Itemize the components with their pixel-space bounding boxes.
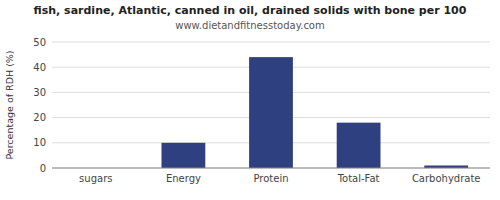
y-tick-label: 30 [33,87,46,98]
y-axis-label: Percentage of RDH (%) [4,50,15,159]
x-tick-label: sugars [79,173,112,184]
x-tick-label: Energy [166,173,201,184]
y-tick-label: 50 [33,37,46,48]
bars [162,57,469,168]
bar [337,123,381,168]
x-tick-label: Protein [253,173,288,184]
x-axis-line [52,168,490,169]
x-tick-label: Carbohydrate [412,173,481,184]
chart-svg: fish, sardine, Atlantic, canned in oil, … [0,0,500,200]
y-tick-label: 0 [40,163,46,174]
bar [162,143,206,168]
y-tick-label: 10 [33,137,46,148]
grid-line [52,168,490,169]
x-tick-label: Total-Fat [337,173,380,184]
chart-container: fish, sardine, Atlantic, canned in oil, … [0,0,500,200]
bar [249,57,293,168]
grid-line [52,42,490,43]
y-tick-label: 20 [33,112,46,123]
grid [52,42,490,168]
subtitle: www.dietandfitnesstoday.com [175,20,324,31]
title: fish, sardine, Atlantic, canned in oil, … [34,4,467,17]
y-tick-label: 40 [33,62,46,73]
